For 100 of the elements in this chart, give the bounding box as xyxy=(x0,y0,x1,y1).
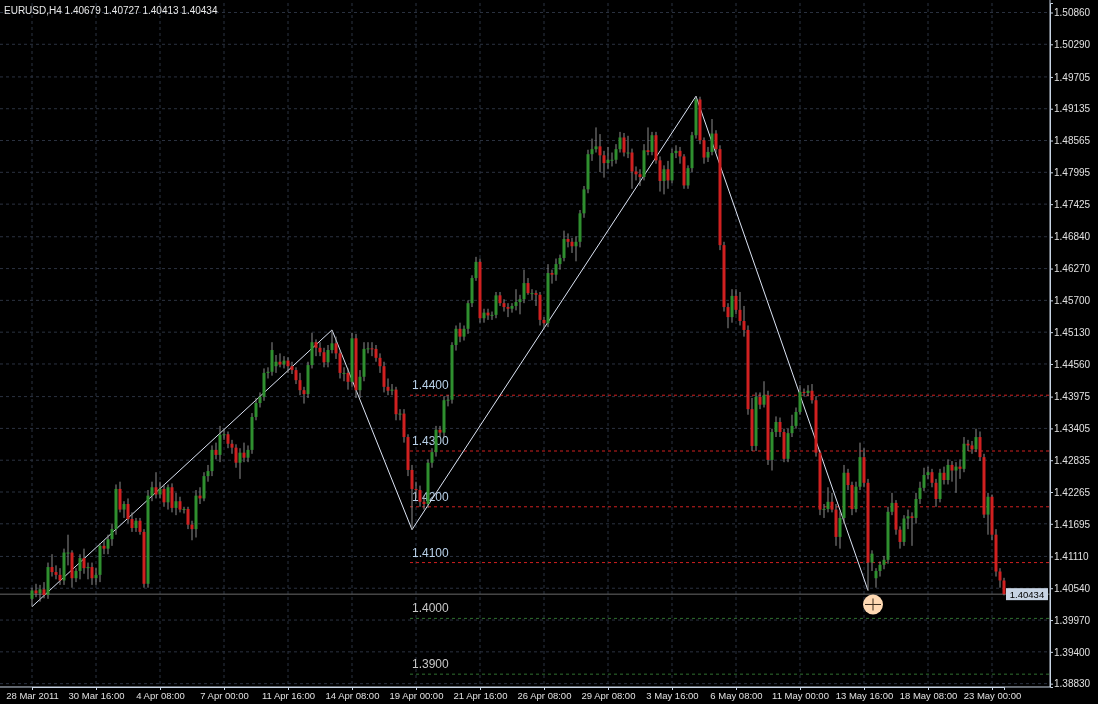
candlestick xyxy=(218,425,222,463)
y-tick-label: 1.47995 xyxy=(1054,167,1091,179)
candlestick xyxy=(182,506,186,514)
y-tick-label: 1.40540 xyxy=(1054,582,1091,594)
candlestick xyxy=(710,118,714,156)
candlestick xyxy=(662,164,666,195)
candlestick xyxy=(38,584,42,603)
x-tick-label: 3 May 16:00 xyxy=(646,689,699,701)
candlestick xyxy=(82,548,86,575)
y-tick-label: 1.43405 xyxy=(1054,423,1091,435)
y-tick-label: 1.39970 xyxy=(1054,614,1091,626)
candlestick xyxy=(986,492,990,536)
candlestick xyxy=(902,514,906,547)
candlestick xyxy=(242,442,246,463)
candlestick xyxy=(34,583,38,598)
candlestick xyxy=(530,288,534,301)
candlestick xyxy=(174,492,178,516)
candlestick xyxy=(390,383,394,396)
candlestick xyxy=(158,481,162,499)
candlestick xyxy=(954,461,958,494)
candlestick xyxy=(494,291,498,319)
candlestick xyxy=(550,269,554,285)
y-tick-label: 1.43975 xyxy=(1054,391,1091,403)
x-tick-label: 21 Apr 16:00 xyxy=(453,689,508,701)
candlestick xyxy=(382,361,386,393)
x-tick-label: 30 Mar 16:00 xyxy=(68,689,125,701)
candlestick xyxy=(278,352,282,368)
candlestick xyxy=(30,587,34,608)
candlestick xyxy=(646,126,650,156)
x-tick-label: 26 Apr 08:00 xyxy=(517,689,572,701)
candlestick xyxy=(90,562,94,586)
candlestick xyxy=(622,132,626,157)
candlestick xyxy=(514,288,518,311)
candlestick xyxy=(274,354,278,374)
candlestick xyxy=(974,428,978,453)
y-tick-label: 1.44560 xyxy=(1054,358,1091,370)
candlestick xyxy=(458,322,462,343)
y-tick-label: 1.49135 xyxy=(1054,103,1091,115)
candlestick xyxy=(78,553,82,580)
candlestick xyxy=(626,135,630,159)
x-tick-label: 13 May 16:00 xyxy=(835,689,894,701)
candlestick xyxy=(270,341,274,377)
y-tick-label: 1.50860 xyxy=(1054,7,1091,19)
candlestick xyxy=(630,148,634,190)
candlestick xyxy=(238,447,242,480)
candlestick xyxy=(210,444,214,477)
candlestick xyxy=(166,483,170,511)
candlestick xyxy=(666,160,670,190)
candlestick xyxy=(638,168,642,187)
y-tick-label: 1.45700 xyxy=(1054,295,1091,307)
y-tick-label: 1.46840 xyxy=(1054,231,1091,243)
y-tick-label: 1.49705 xyxy=(1054,71,1091,83)
candlestick xyxy=(262,367,266,402)
candlestick xyxy=(162,483,166,508)
candlestick xyxy=(870,549,874,572)
candlestick xyxy=(570,237,574,254)
candlestick xyxy=(50,553,54,578)
y-tick-label: 1.41695 xyxy=(1054,518,1091,530)
chart-title: EURUSD,H4 1.40679 1.40727 1.40413 1.40434 xyxy=(4,5,218,16)
candlestick xyxy=(86,562,90,580)
ref-line-label: 1.4400 xyxy=(412,378,450,393)
candlestick xyxy=(134,517,138,533)
candlestick xyxy=(42,581,46,599)
x-tick-label: 29 Apr 08:00 xyxy=(581,689,636,701)
candlestick xyxy=(322,347,326,368)
y-tick-label: 1.39400 xyxy=(1054,646,1091,658)
x-tick-label: 6 May 08:00 xyxy=(710,689,763,701)
y-tick-label: 1.50290 xyxy=(1054,38,1091,50)
x-tick-label: 14 Apr 08:00 xyxy=(325,689,380,701)
candlestick xyxy=(942,466,946,485)
candlestick xyxy=(214,442,218,460)
x-tick-label: 23 May 00:00 xyxy=(963,689,1022,701)
candlestick xyxy=(554,258,558,282)
candlestick xyxy=(606,146,610,170)
x-tick-label: 11 May 00:00 xyxy=(772,689,829,701)
ref-line-label: 1.3900 xyxy=(412,657,450,672)
x-tick-label: 28 Mar 2011 xyxy=(6,689,59,701)
y-tick-label: 1.41110 xyxy=(1054,551,1090,563)
ref-line-label: 1.40434 xyxy=(1009,589,1045,601)
candlestick xyxy=(342,366,346,382)
x-tick-label: 18 May 08:00 xyxy=(899,689,958,701)
y-tick-label: 1.42835 xyxy=(1054,454,1091,466)
candlestick xyxy=(562,230,566,262)
candlestick xyxy=(102,539,106,555)
candlestick xyxy=(314,338,318,357)
ref-line-label: 1.4100 xyxy=(412,545,450,560)
candlestick xyxy=(522,269,526,304)
candlestick xyxy=(154,471,158,499)
candlestick xyxy=(602,150,606,179)
y-tick-label: 1.38830 xyxy=(1054,678,1091,690)
candlestick xyxy=(346,367,350,391)
y-tick-label: 1.46270 xyxy=(1054,263,1091,275)
x-tick-label: 7 Apr 00:00 xyxy=(200,689,249,701)
candlestick xyxy=(762,380,766,408)
candlestick xyxy=(910,511,914,547)
y-tick-label: 1.48565 xyxy=(1054,135,1091,147)
candlestick xyxy=(826,486,830,513)
candlestick xyxy=(502,298,506,313)
candlestick xyxy=(506,302,510,318)
candlestick xyxy=(650,131,654,156)
